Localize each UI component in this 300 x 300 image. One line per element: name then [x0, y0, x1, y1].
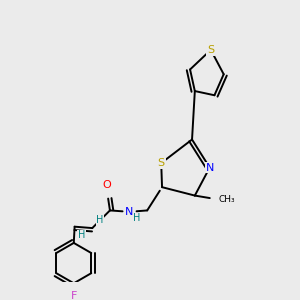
Text: H: H	[133, 213, 140, 223]
Text: H: H	[78, 230, 85, 240]
Text: S: S	[207, 45, 214, 55]
Text: O: O	[103, 181, 112, 190]
Text: N: N	[125, 207, 134, 217]
Text: S: S	[158, 158, 165, 168]
Text: CH₃: CH₃	[218, 195, 235, 204]
Text: F: F	[70, 291, 77, 300]
Text: H: H	[96, 215, 104, 225]
Text: N: N	[206, 163, 214, 172]
